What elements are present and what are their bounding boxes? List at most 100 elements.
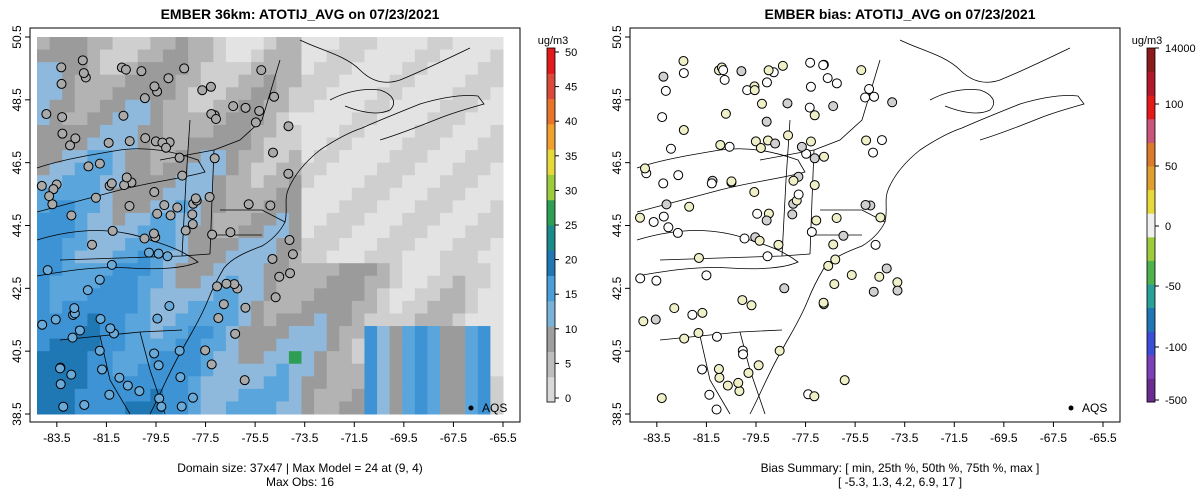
- aqs-site-marker: [149, 187, 160, 198]
- aqs-site-marker: [107, 225, 118, 236]
- aqs-site-marker: [750, 136, 761, 147]
- aqs-site-marker: [805, 136, 816, 147]
- aqs-site-marker: [819, 151, 830, 162]
- aqs-site-marker: [120, 64, 131, 75]
- aqs-site-marker: [172, 202, 183, 213]
- aqs-site-marker: [793, 189, 804, 200]
- x-tick-label: -67.5: [440, 431, 468, 445]
- aqs-site-marker: [777, 60, 788, 71]
- y-tick-label: 48.5: [610, 88, 624, 112]
- aqs-site-marker: [66, 369, 77, 380]
- aqs-site-marker: [66, 210, 77, 221]
- aqs-site-marker: [163, 73, 174, 84]
- aqs-site-marker: [811, 215, 822, 226]
- x-tick-label: -75.5: [841, 431, 869, 445]
- legend-aqs-label: AQS: [482, 401, 507, 415]
- colorbar-segment: [547, 149, 555, 175]
- state-border: [699, 335, 731, 415]
- aqs-site-marker: [887, 97, 898, 108]
- aqs-site-marker: [715, 139, 726, 150]
- colorbar-tick-label: 45: [565, 82, 577, 94]
- colorbar-tick-label: 50: [565, 47, 577, 59]
- aqs-site-marker: [787, 209, 798, 220]
- aqs-site-marker: [651, 275, 662, 286]
- aqs-site-marker: [749, 85, 760, 96]
- aqs-site-marker: [225, 227, 236, 238]
- x-tick-label: -65.5: [489, 431, 517, 445]
- x-tick-label: -69.5: [390, 431, 418, 445]
- aqs-site-marker: [283, 121, 294, 132]
- aqs-site-marker: [711, 404, 722, 415]
- aqs-site-marker: [805, 57, 816, 68]
- colorbar-tick-label: -500: [1165, 395, 1187, 407]
- coastline: [749, 127, 963, 415]
- x-tick-label: -73.5: [891, 431, 919, 445]
- aqs-site-marker: [734, 386, 745, 397]
- aqs-site-marker: [754, 235, 765, 246]
- aqs-site-marker: [846, 269, 857, 280]
- x-tick-label: -77.5: [192, 431, 220, 445]
- aqs-site-marker: [179, 63, 190, 74]
- aqs-site-marker: [746, 300, 757, 311]
- max-obs-text: Max Obs: 16: [265, 475, 335, 489]
- aqs-site-marker: [868, 286, 879, 297]
- aqs-site-marker: [693, 328, 704, 339]
- aqs-site-marker: [648, 216, 659, 227]
- aqs-site-marker: [673, 170, 684, 181]
- aqs-site-marker: [706, 178, 717, 189]
- aqs-site-marker: [719, 74, 730, 85]
- aqs-site-marker: [180, 225, 191, 236]
- aqs-site-marker: [213, 313, 224, 324]
- aqs-site-marker: [118, 110, 129, 121]
- aqs-site-marker: [124, 200, 135, 211]
- coastline: [636, 148, 806, 213]
- aqs-site-marker: [640, 163, 651, 174]
- aqs-site-marker: [55, 379, 66, 390]
- aqs-site-marker: [809, 391, 820, 402]
- aqs-site-marker: [638, 316, 649, 327]
- colorbar-tick-label: 25: [565, 220, 577, 232]
- coastline: [329, 89, 394, 114]
- aqs-site-marker: [737, 295, 748, 306]
- colorbar-segment: [1147, 48, 1155, 73]
- colorbar-segment: [547, 48, 555, 74]
- aqs-site-marker: [78, 68, 89, 79]
- aqs-site-marker: [65, 140, 76, 151]
- x-tick-label: -83.5: [43, 431, 71, 445]
- aqs-site-marker: [153, 248, 164, 259]
- x-tick-label: -79.5: [142, 431, 170, 445]
- aqs-site-marker: [149, 348, 160, 359]
- aqs-site-marker: [818, 60, 829, 71]
- bias-map-plot: -83.5 -81.5 -79.5 -77.5 -75.5 -73.5 -71.5 -69.5…: [610, 25, 1196, 445]
- aqs-site-marker: [37, 319, 48, 330]
- aqs-site-marker: [782, 98, 793, 109]
- aqs-site-marker: [218, 299, 229, 310]
- aqs-site-marker: [796, 141, 807, 152]
- x-tick-label: -67.5: [1040, 431, 1068, 445]
- colorbar-segment: [1147, 354, 1155, 379]
- aqs-site-marker: [270, 292, 281, 303]
- aqs-site-marker: [230, 328, 241, 339]
- aqs-site-marker: [83, 161, 94, 172]
- aqs-site-marker: [861, 135, 872, 146]
- colorbar-tick-label: 20: [565, 255, 577, 267]
- aqs-site-marker: [265, 200, 276, 211]
- coastline: [36, 230, 199, 277]
- aqs-site-marker: [161, 142, 172, 153]
- colorbar: [547, 48, 555, 403]
- colorbar-segment: [547, 376, 555, 403]
- aqs-site-marker: [669, 303, 680, 314]
- aqs-site-marker: [256, 65, 267, 76]
- aqs-site-marker: [269, 91, 280, 102]
- bias-summary-values: [ -5.3, 1.3, 4.2, 6.9, 17 ]: [837, 475, 963, 489]
- aqs-site-marker: [701, 270, 712, 281]
- aqs-site-marker: [856, 65, 867, 76]
- aqs-site-marker: [860, 199, 871, 210]
- aqs-site-marker: [136, 66, 147, 77]
- x-tick-label: -83.5: [643, 431, 671, 445]
- aqs-site-marker: [134, 386, 145, 397]
- aqs-site-marker: [154, 393, 165, 404]
- colorbar-segment: [1147, 71, 1155, 96]
- aqs-site-marker: [783, 130, 794, 141]
- aqs-site-marker: [79, 399, 90, 410]
